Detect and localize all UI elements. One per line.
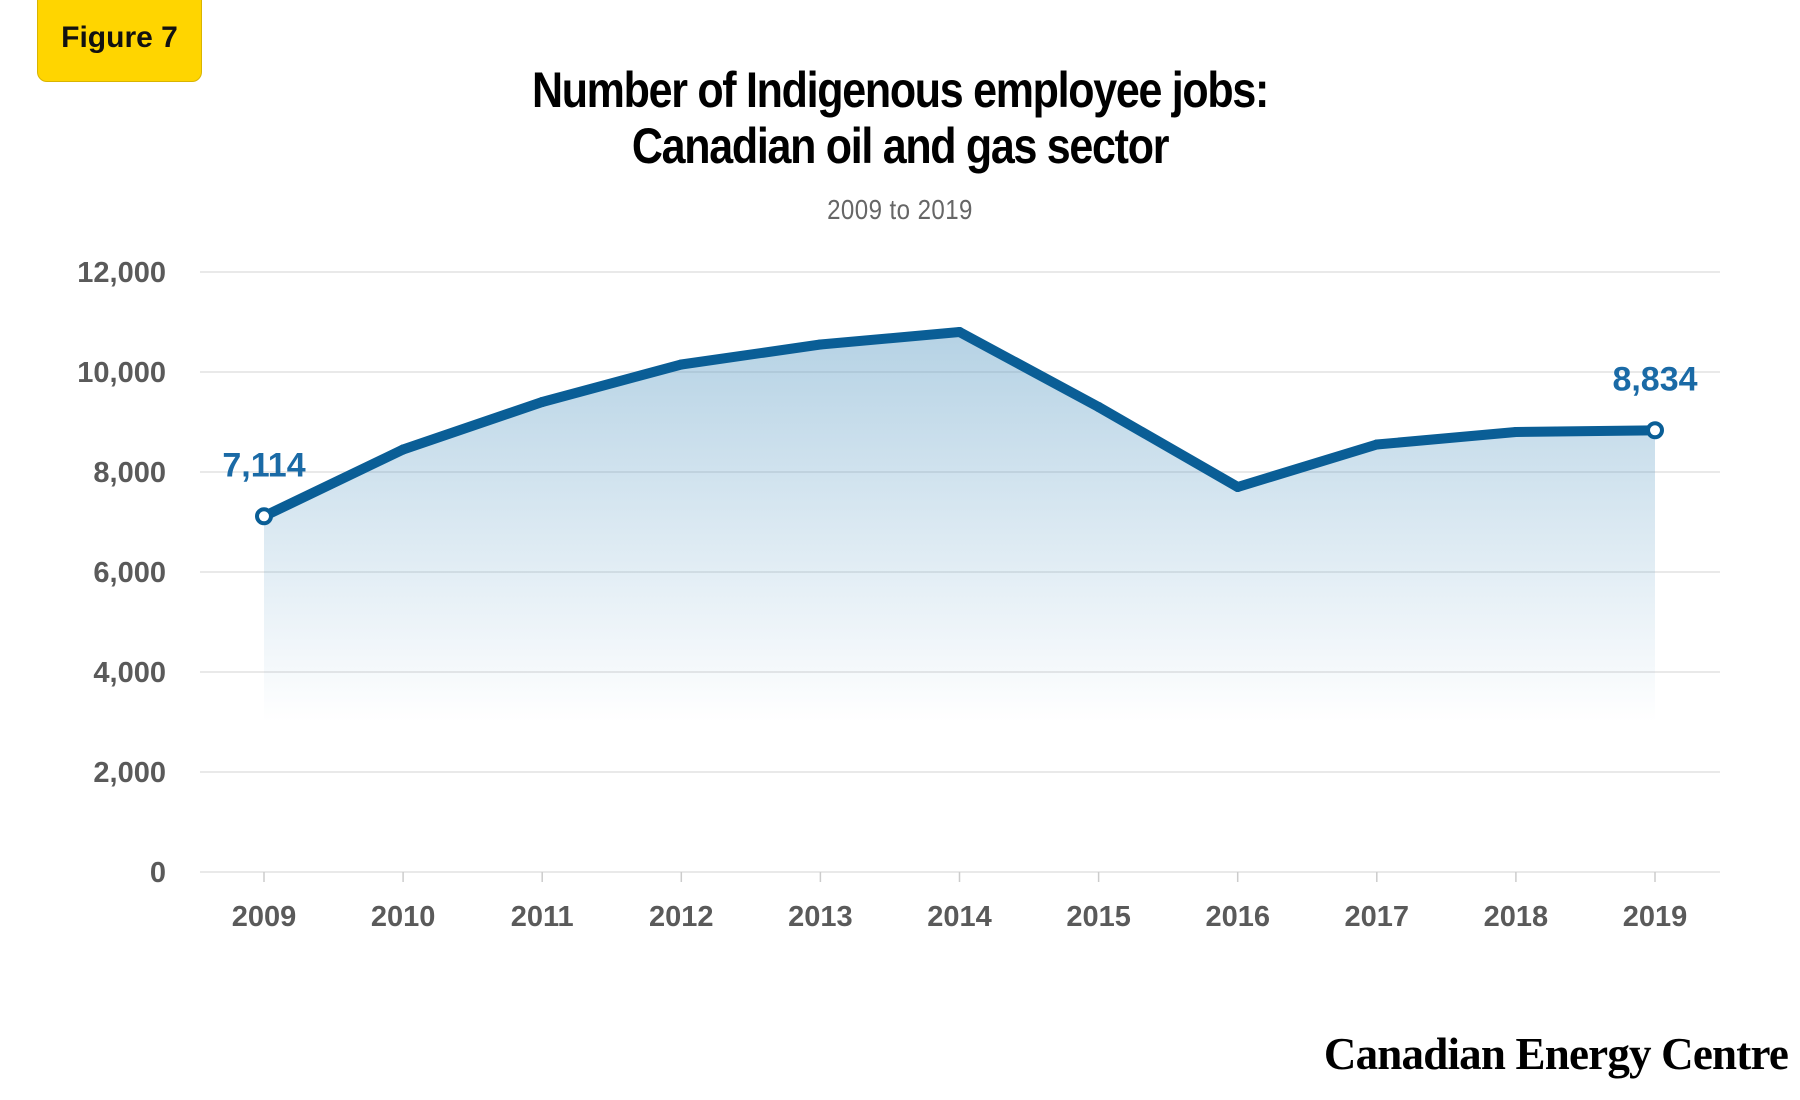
y-tick-label-4000: 4,000 [93, 657, 166, 689]
x-tick-label-2013: 2013 [788, 901, 853, 933]
y-tick-label-0: 0 [150, 857, 166, 889]
data-point-2012 [676, 359, 687, 370]
x-tick-label-2015: 2015 [1066, 901, 1131, 933]
data-labels: 7,114 8,834 [222, 360, 1697, 484]
data-point-2010 [398, 444, 409, 455]
endpoint-marker-2009 [255, 507, 273, 526]
data-point-2017 [1371, 439, 1382, 450]
x-tick-label-2014: 2014 [927, 901, 992, 933]
data-point-2014 [954, 327, 965, 337]
chart-title: Number of Indigenous employee jobs: Cana… [126, 62, 1674, 174]
endpoint-markers [255, 421, 1664, 526]
data-point-2015 [1093, 402, 1104, 412]
chart-subtitle: 2009 to 2019 [827, 194, 973, 225]
series-segment-2018-2019 [1510, 425, 1660, 437]
series-segment-2014-2015 [954, 327, 1104, 412]
series-segment-2016-2017 [1232, 439, 1382, 492]
x-tick-label-2009: 2009 [232, 901, 297, 933]
data-label-2019: 8,834 [1612, 360, 1697, 398]
figure-badge: Figure 7 [37, 0, 202, 82]
x-tick-label-2019: 2019 [1623, 901, 1688, 933]
area-fill [264, 332, 1655, 722]
x-tick-label-2018: 2018 [1484, 901, 1549, 933]
data-point-2018 [1510, 427, 1521, 437]
chart-title-line-1: Number of Indigenous employee jobs: [531, 62, 1269, 118]
series-segment-2015-2016 [1093, 402, 1243, 492]
chart-title-line-2: Canadian oil and gas sector [631, 118, 1170, 174]
y-tick-label-2000: 2,000 [93, 757, 166, 789]
y-tick-label-8000: 8,000 [93, 457, 166, 489]
endpoint-marker-2019 [1646, 421, 1664, 440]
y-axis-tick-labels: 0 2,000 4,000 6,000 8,000 10,000 12,000 [77, 257, 166, 889]
data-point-2013 [815, 339, 826, 350]
data-point-2016 [1232, 482, 1243, 492]
series-segment-2013-2014 [815, 327, 965, 350]
y-tick-label-12000: 12,000 [77, 257, 166, 289]
x-tick-label-2012: 2012 [649, 901, 714, 933]
x-tick-label-2011: 2011 [511, 901, 574, 933]
series-segment-2009-2010 [259, 444, 409, 522]
series-segment-2017-2018 [1371, 427, 1521, 450]
x-tick-label-2010: 2010 [371, 901, 436, 933]
data-point-2011 [537, 397, 548, 407]
y-tick-label-6000: 6,000 [93, 557, 166, 589]
x-tick-label-2016: 2016 [1205, 901, 1270, 933]
series-segment-2010-2011 [398, 397, 548, 455]
canadian-energy-centre-logo: Canadian Energy Centre [1323, 1029, 1789, 1079]
data-label-2009: 7,114 [222, 446, 305, 484]
area-fill-layer [264, 332, 1655, 722]
series-segment-2011-2012 [537, 359, 687, 407]
y-tick-label-10000: 10,000 [77, 357, 166, 389]
series-segment-2012-2013 [676, 339, 826, 370]
x-tick-label-2017: 2017 [1345, 901, 1410, 933]
series-line-layer [259, 327, 1660, 522]
x-axis-tick-labels: 2009 2010 2011 2012 2013 2014 2015 2016 2017 2018… [232, 901, 1688, 933]
